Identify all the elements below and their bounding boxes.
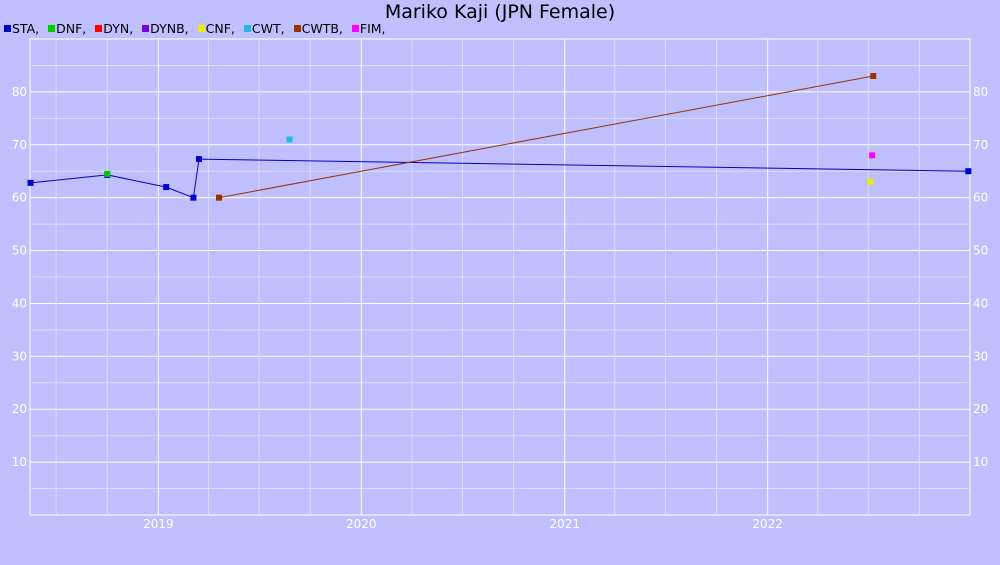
legend-item-dyn: DYN,	[95, 21, 133, 36]
legend-swatch	[142, 24, 150, 32]
legend-item-fim: FIM,	[351, 20, 386, 36]
y-tick-label-left: 20	[12, 402, 27, 416]
chart-title: Mariko Kaji (JPN Female)	[384, 1, 616, 23]
y-tick-label-left: 10	[12, 455, 27, 469]
data-point-sta	[27, 179, 34, 186]
legend-label: DYNB,	[150, 20, 189, 36]
legend-label: STA,	[12, 20, 40, 36]
y-tick-label-right: 50	[973, 244, 988, 258]
y-tick-label-left: 50	[12, 244, 27, 258]
legend-label: DYN,	[103, 20, 134, 36]
x-tick-label: 2021	[549, 517, 580, 531]
y-tick-label-left: 80	[12, 85, 27, 99]
legend: STA, DNF, DYN, DYNB, CNF, CWT, CWTB, FIM,	[4, 20, 395, 36]
data-point-cwtb	[216, 194, 223, 201]
legend-label: CWTB,	[301, 20, 343, 36]
data-point-cwt	[286, 136, 293, 143]
data-point-sta	[190, 194, 197, 201]
series-line-sta	[30, 158, 969, 199]
y-tick-label-right: 40	[973, 296, 988, 310]
legend-swatch	[197, 24, 205, 32]
y-tick-label-left: 30	[12, 349, 27, 363]
legend-swatch	[351, 24, 359, 32]
legend-item-sta: STA,	[4, 21, 39, 36]
y-tick-label-right: 20	[973, 402, 988, 416]
series-line-cwtb	[218, 75, 874, 199]
x-tick-label: 2020	[346, 517, 377, 531]
data-point-cnf	[867, 178, 874, 185]
legend-item-cwtb: CWTB,	[293, 20, 343, 36]
y-tick-label-left: 60	[12, 191, 27, 205]
legend-label: DNF,	[56, 20, 87, 36]
legend-item-dynb: DYNB,	[142, 20, 189, 36]
legend-item-cnf: CNF,	[197, 20, 235, 36]
y-tick-label-right: 10	[973, 455, 988, 469]
data-point-fim	[869, 152, 876, 159]
x-tick-label: 2019	[143, 517, 174, 531]
legend-swatch	[293, 24, 301, 32]
y-tick-label-right: 80	[973, 85, 988, 99]
data-point-sta	[163, 184, 170, 191]
y-tick-label-right: 60	[973, 191, 988, 205]
legend-item-dnf: DNF,	[48, 21, 86, 36]
legend-swatch	[95, 24, 103, 32]
data-point-sta	[195, 156, 202, 163]
x-tick-label: 2022	[752, 517, 783, 531]
y-tick-label-left: 70	[12, 138, 27, 152]
data-point-dnf	[104, 170, 111, 177]
data-point-sta	[965, 168, 972, 175]
legend-swatch	[4, 24, 11, 32]
y-tick-label-right: 30	[973, 349, 988, 363]
legend-label: CNF,	[205, 20, 235, 36]
legend-label: FIM,	[359, 20, 386, 36]
legend-item-cwt: CWT,	[243, 20, 285, 36]
y-tick-label-left: 40	[12, 296, 27, 310]
y-tick-label-right: 70	[973, 138, 988, 152]
legend-swatch	[243, 24, 251, 32]
legend-swatch	[48, 24, 56, 32]
data-point-cwtb	[870, 73, 877, 80]
legend-label: CWT,	[251, 20, 285, 36]
